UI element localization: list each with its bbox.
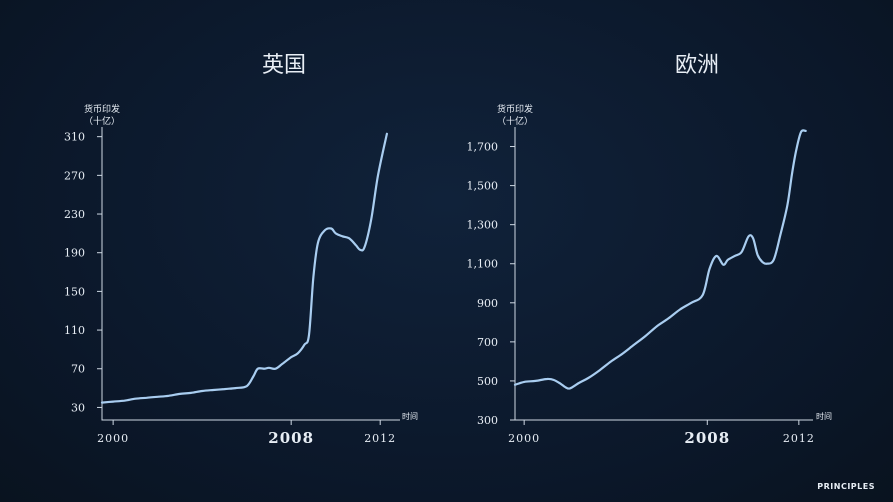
europe-chart-title: 欧洲: [675, 53, 719, 78]
uk-y-tick-label: 150: [64, 285, 85, 298]
europe-y-tick-label: 300: [477, 414, 498, 427]
uk-y-ticks: 30 70 110 150 190 230 270 310: [64, 131, 102, 414]
europe-y-tick-label: 1,100: [467, 258, 499, 271]
europe-y-tick-label: 1,500: [467, 180, 499, 193]
uk-x-tick-label: 2012: [364, 432, 396, 445]
europe-axes: [514, 127, 813, 421]
europe-x-axis-label: 时间: [816, 411, 832, 421]
europe-y-tick-label: 900: [477, 297, 498, 310]
uk-axes: [101, 127, 400, 421]
uk-x-axis-label: 时间: [402, 411, 418, 421]
uk-y-tick-label: 110: [64, 324, 85, 337]
europe-y-tick-label: 500: [477, 375, 498, 388]
uk-chart-title: 英国: [262, 53, 306, 78]
uk-y-axis-label-line2: （十亿）: [84, 115, 120, 127]
uk-x-ticks: 2000 2008 2012: [97, 420, 396, 447]
uk-chart: 英国 货币印发 （十亿） 时间 30 70 110 150 190 230 270 310 2…: [64, 53, 418, 447]
uk-x-tick-label: 2000: [97, 432, 129, 445]
europe-chart: 欧洲 货币印发 （十亿） 时间 300 500 700 900 1,100 1,300 1,…: [467, 53, 833, 447]
uk-y-axis-label-line1: 货币印发: [84, 103, 120, 115]
uk-series-line: [100, 132, 388, 404]
europe-y-tick-label: 700: [477, 336, 498, 349]
uk-y-tick-label: 30: [71, 401, 85, 414]
europe-x-tick-label: 2012: [783, 432, 815, 445]
europe-y-axis-label-line2: （十亿）: [497, 115, 533, 127]
europe-x-tick-label: 2008: [684, 429, 730, 447]
europe-x-ticks: 2000 2008 2012: [508, 420, 815, 447]
uk-y-tick-label: 70: [71, 363, 85, 376]
europe-x-tick-label: 2000: [508, 432, 540, 445]
uk-y-tick-label: 230: [64, 208, 85, 221]
uk-y-tick-label: 310: [64, 131, 85, 144]
europe-y-axis-label-line1: 货币印发: [497, 103, 533, 115]
europe-y-ticks: 300 500 700 900 1,100 1,300 1,500 1,700: [467, 141, 515, 427]
europe-y-tick-label: 1,700: [467, 141, 499, 154]
uk-y-tick-label: 190: [64, 247, 85, 260]
europe-series-line: [513, 129, 807, 390]
uk-y-tick-label: 270: [64, 169, 85, 182]
brand-logo: PRINCIPLES: [817, 482, 875, 491]
europe-y-tick-label: 1,300: [467, 219, 499, 232]
uk-x-tick-label: 2008: [268, 429, 314, 447]
